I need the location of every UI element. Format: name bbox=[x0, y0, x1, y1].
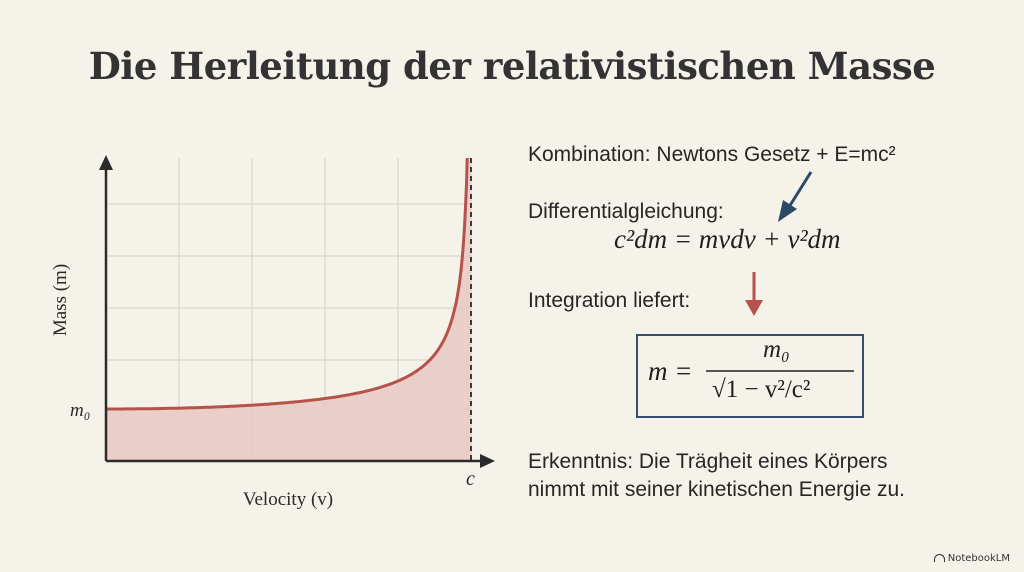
watermark: NotebookLM bbox=[933, 553, 1010, 564]
y-tick-label-m0: m₀ bbox=[70, 400, 90, 421]
mass-curve-line bbox=[106, 157, 469, 411]
differential-label: Differentialgleichung: bbox=[528, 200, 724, 223]
x-axis-arrowhead bbox=[480, 454, 495, 468]
formula-lhs: m = bbox=[648, 356, 693, 386]
insight-text: Erkenntnis: Die Trägheit eines Körpers n… bbox=[528, 448, 905, 504]
integration-label: Integration liefert: bbox=[528, 289, 691, 312]
y-axis-label: Mass (m) bbox=[50, 264, 71, 336]
watermark-text: NotebookLM bbox=[947, 553, 1010, 564]
page-title: Die Herleitung der relativistischen Mass… bbox=[88, 44, 936, 88]
result-formula-box bbox=[636, 334, 864, 418]
formula-numerator: m₀ bbox=[763, 336, 790, 363]
insight-line-1: Erkenntnis: Die Trägheit eines Körpers bbox=[528, 450, 888, 473]
y-axis-arrowhead bbox=[99, 155, 113, 170]
notebooklm-logo-icon bbox=[933, 554, 945, 562]
x-axis-label: Velocity (v) bbox=[243, 489, 333, 510]
mass-area-fill bbox=[106, 158, 471, 461]
combination-text: Kombination: Newtons Gesetz + E=mc² bbox=[528, 143, 896, 166]
blue-arrow bbox=[778, 171, 813, 222]
x-tick-label-c: c bbox=[466, 468, 475, 490]
insight-line-2: nimmt mit seiner kinetischen Energie zu. bbox=[528, 478, 905, 501]
differential-equation: c²dm = mvdv + v²dm bbox=[614, 224, 841, 254]
formula-denominator: √1 − v²/c² bbox=[712, 376, 811, 403]
red-arrow bbox=[745, 272, 763, 316]
